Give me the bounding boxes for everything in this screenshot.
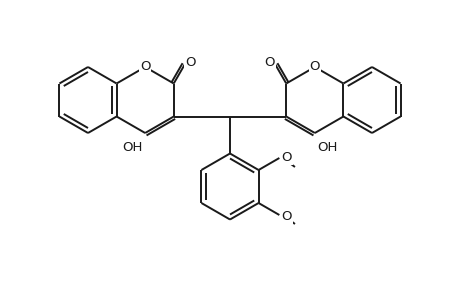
Text: O: O — [140, 59, 150, 73]
Text: O: O — [280, 151, 291, 164]
Text: OH: OH — [122, 140, 142, 154]
Text: O: O — [280, 209, 291, 223]
Text: O: O — [309, 59, 319, 73]
Text: O: O — [263, 56, 274, 69]
Text: OH: OH — [317, 140, 337, 154]
Text: O: O — [185, 56, 196, 69]
